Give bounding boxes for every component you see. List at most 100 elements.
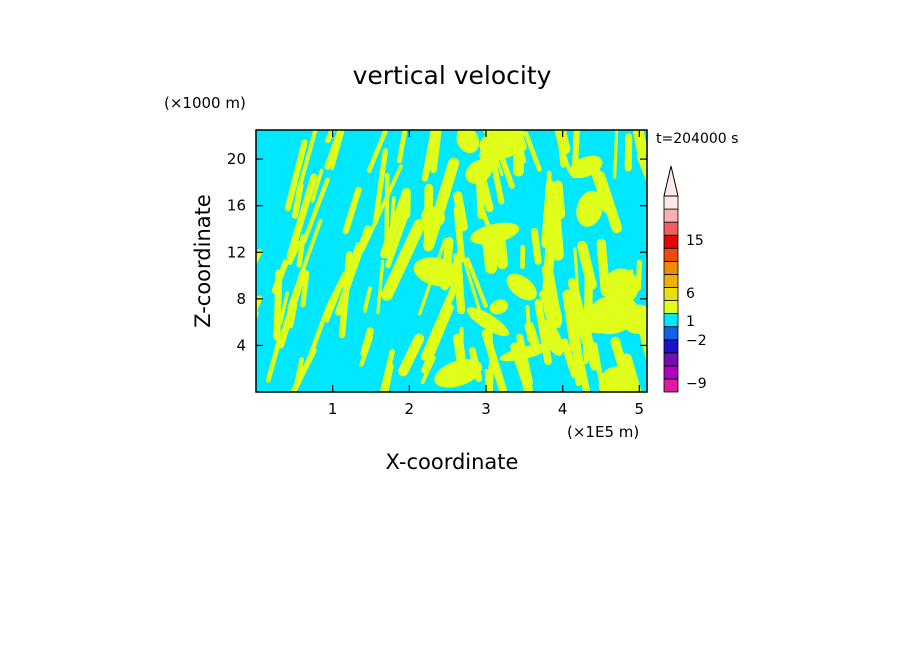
velocity-blob (506, 273, 537, 301)
y-tick-label: 12 (227, 243, 246, 261)
y-tick-label: 4 (236, 336, 246, 354)
velocity-streak (531, 228, 542, 265)
velocity-streak (362, 286, 372, 313)
y-axis: 4 8 12 16 20 (227, 150, 647, 354)
velocity-blob (456, 130, 480, 154)
velocity-streak (594, 170, 623, 234)
velocity-streak (298, 130, 318, 186)
velocity-streak (520, 365, 534, 392)
velocity-streak (384, 172, 390, 259)
velocity-blob (466, 307, 510, 337)
velocity-streak (523, 131, 542, 172)
y-tick-label: 8 (236, 290, 246, 308)
colorbar-swatch (663, 287, 679, 301)
velocity-streak (421, 130, 438, 182)
velocity-blob (499, 344, 550, 362)
velocity-streak (556, 130, 567, 168)
velocity-streak (452, 252, 466, 315)
velocity-blob (421, 206, 445, 228)
velocity-streak (646, 363, 647, 392)
velocity-streak (484, 368, 490, 392)
velocity-streak (398, 333, 425, 377)
colorbar-tick-label: −9 (686, 376, 707, 392)
velocity-streak (271, 259, 289, 294)
colorbar-swatch (663, 313, 679, 328)
velocity-streak (420, 355, 436, 385)
x-tick-label: 2 (405, 400, 415, 418)
y-axis-unit: (×1000 m) (164, 94, 246, 112)
colorbar-swatch (663, 260, 679, 275)
velocity-streak (379, 349, 395, 392)
colorbar-extend-arrow (663, 165, 679, 197)
velocity-streak (301, 177, 330, 244)
velocity-streak (387, 196, 396, 259)
velocity-streak (342, 186, 362, 235)
velocity-streak (430, 130, 442, 174)
velocity-blob (489, 299, 509, 315)
velocity-streak (300, 270, 310, 308)
velocity-streak (497, 150, 515, 189)
velocity-streak (460, 250, 483, 316)
velocity-blobs (413, 130, 647, 392)
velocity-streak (573, 350, 582, 386)
colorbar-swatch (663, 273, 679, 288)
velocity-blob (569, 155, 603, 179)
velocity-streak (397, 130, 408, 164)
velocity-streak (625, 355, 641, 392)
velocity-streak (296, 234, 306, 268)
colorbar-swatch (663, 339, 679, 354)
y-axis-label: Z-coordinate (191, 194, 215, 328)
velocity-blob (413, 257, 464, 287)
velocity-blob (465, 159, 493, 184)
velocity-streak (562, 289, 580, 353)
velocity-streak (560, 338, 579, 379)
velocity-streak (404, 233, 418, 265)
velocity-streak (653, 144, 656, 193)
colorbar-swatch (663, 365, 679, 380)
velocity-streak (376, 259, 385, 315)
colorbar: 15 6 1 −2 −9 (663, 165, 707, 393)
x-tick-label: 3 (481, 400, 491, 418)
velocity-streak (372, 148, 389, 226)
velocity-streak (360, 164, 403, 252)
x-axis-unit: (×1E5 m) (567, 423, 639, 441)
velocity-streak (420, 275, 462, 361)
velocity-streak (291, 182, 304, 219)
velocity-streak (287, 218, 323, 310)
colorbar-swatch (663, 326, 679, 341)
plot-frame (255, 129, 648, 393)
velocity-blob (479, 131, 522, 159)
colorbar-swatch (663, 247, 679, 262)
velocity-blob (598, 366, 635, 392)
velocity-streak (636, 152, 647, 184)
velocity-blob (541, 319, 564, 356)
velocity-blob (603, 268, 639, 305)
velocity-streak (567, 278, 592, 344)
y-tick-label: 16 (227, 197, 246, 215)
velocity-streak (632, 130, 647, 157)
velocity-streak (656, 222, 657, 272)
velocity-streak (577, 360, 591, 392)
velocity-streak (292, 357, 304, 392)
velocity-streak (524, 321, 541, 352)
colorbar-swatch (663, 352, 679, 367)
velocity-streak (304, 303, 331, 368)
colorbar-swatch (663, 208, 679, 223)
velocity-streak (278, 291, 290, 325)
colorbar-tick-label: 1 (686, 314, 695, 330)
velocity-streak (324, 130, 345, 170)
colorbar-swatch (663, 195, 679, 210)
velocity-streak (584, 273, 593, 320)
velocity-streak (592, 342, 604, 382)
chart-title: vertical velocity (353, 61, 552, 90)
x-axis: 1 2 3 4 5 (328, 130, 644, 418)
colorbar-swatch (663, 221, 679, 236)
x-tick-label: 4 (558, 400, 568, 418)
plot-area (256, 130, 657, 392)
time-label: t=204000 s (656, 131, 738, 147)
velocity-blob (434, 359, 483, 388)
velocity-blob (470, 222, 520, 245)
x-tick-label: 1 (328, 400, 338, 418)
colorbar-tick-label: 6 (686, 286, 695, 302)
